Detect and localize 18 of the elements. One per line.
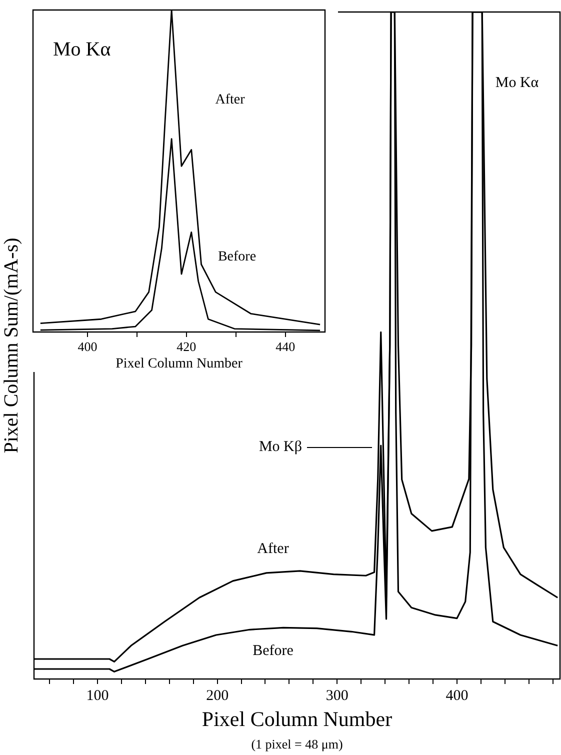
annotation: Mo Kβ <box>258 438 302 455</box>
x-axis-title: Pixel Column Number <box>116 356 243 372</box>
x-tick-label: 400 <box>78 339 98 354</box>
x-axis-title: Pixel Column Number <box>202 706 392 731</box>
x-tick-label: 400 <box>446 688 468 704</box>
y-axis-title: Pixel Column Sum/(mA-s) <box>0 238 22 454</box>
annotation: Mo Kα <box>495 74 539 91</box>
x-tick-label: 100 <box>86 688 109 704</box>
x-tick-label: 200 <box>206 688 229 704</box>
annotation: After <box>215 92 246 108</box>
x-tick-label: 420 <box>176 339 196 354</box>
x-tick-label: 440 <box>276 339 296 354</box>
text: (1 pixel = 48 μm) <box>251 736 343 752</box>
text: Mo Kα <box>53 38 112 60</box>
x-tick-label: 300 <box>326 688 348 704</box>
annotation: After <box>257 540 289 557</box>
annotation: Before <box>218 250 256 265</box>
annotation: Before <box>252 642 294 659</box>
